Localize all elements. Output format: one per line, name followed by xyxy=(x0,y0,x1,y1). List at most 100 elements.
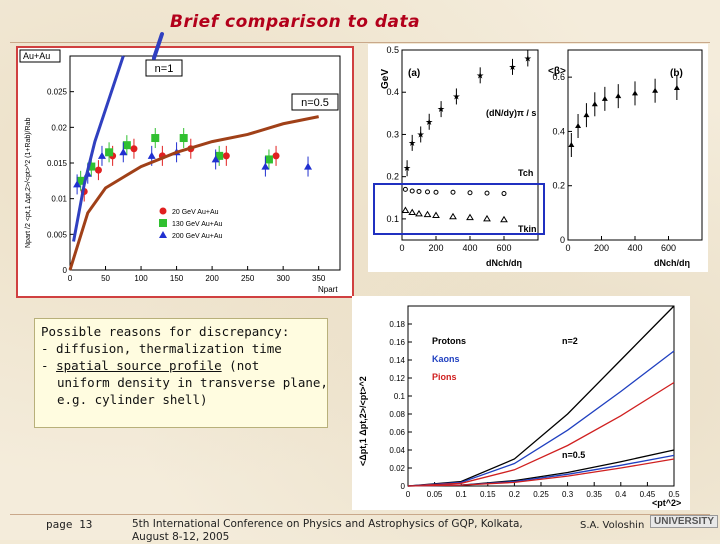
y-tick-label: 0.01 xyxy=(51,195,67,204)
x-tick-label: 400 xyxy=(627,243,642,253)
y-tick-label: 0.3 xyxy=(386,129,399,139)
x-tick-label: 150 xyxy=(170,274,184,283)
y-axis-label: <Δpt,1 Δpt,2>/<pt>^2 xyxy=(358,376,368,466)
chart-temperature-svg: 0 200 400 600 0.1 0.2 0.3 0.4 0.5 GeV (a) dNch/dη (d… xyxy=(373,45,703,268)
y-tick-label: 0.02 xyxy=(51,123,67,132)
y-tick-label: 0.005 xyxy=(47,230,68,239)
data-point-tkin xyxy=(432,211,440,219)
x-tick-label: 0 xyxy=(565,243,570,253)
legend-marker xyxy=(159,207,167,215)
data-point xyxy=(222,152,230,160)
x-axis-label: dNch/dη xyxy=(486,258,522,268)
x-tick-label: 0.1 xyxy=(456,490,468,499)
highlight-box xyxy=(373,183,545,235)
reasons-box: Possible reasons for discrepancy: - diff… xyxy=(34,318,328,428)
y-tick-label: 0.6 xyxy=(552,72,565,82)
data-point-star: ★ xyxy=(476,70,484,80)
data-point xyxy=(76,176,85,185)
footer-rule xyxy=(10,514,710,515)
y-tick-label: 0.02 xyxy=(389,464,405,473)
plot-frame xyxy=(401,49,539,241)
data-point-tkin xyxy=(415,209,423,217)
title-rule xyxy=(10,42,710,43)
x-tick-label: 0.35 xyxy=(586,490,602,499)
data-point xyxy=(261,162,270,170)
data-point xyxy=(215,151,224,160)
data-point-tch xyxy=(425,189,430,195)
author-footer: S.A. Voloshin xyxy=(580,520,645,531)
x-tick-label: 0.05 xyxy=(427,490,443,499)
y-axis-label: <β> xyxy=(548,66,566,77)
data-point xyxy=(122,141,131,150)
data-point xyxy=(147,151,156,159)
data-point xyxy=(87,162,96,171)
y-tick-label: 0.2 xyxy=(552,181,565,191)
data-point xyxy=(73,180,82,188)
reasons-line-3-prefix: - xyxy=(41,358,57,373)
chart-panel-npart: 0 50 100 150 200 250 300 350 0 0.005 0.01 0.015 0.02… xyxy=(16,46,354,298)
x-tick-label: 0.15 xyxy=(480,490,496,499)
data-point xyxy=(591,101,598,107)
data-point xyxy=(272,152,280,160)
data-point xyxy=(211,155,220,163)
legend-marker xyxy=(159,219,167,227)
x-tick-label: 400 xyxy=(462,243,477,253)
data-point-tch xyxy=(484,190,490,196)
data-point xyxy=(179,134,188,143)
chart-panel-temperature: 0 200 400 600 0.1 0.2 0.3 0.4 0.5 GeV (a) dNch/dη (d… xyxy=(368,44,708,272)
y-tick-label: 0.1 xyxy=(386,214,399,224)
legend-label: Protons xyxy=(432,336,466,346)
series-line-protons xyxy=(407,305,675,487)
y-tick-label: 0.04 xyxy=(389,446,405,455)
y-axis-label: GeV xyxy=(380,69,391,89)
university-logo: UNIVERSITY xyxy=(650,515,719,528)
data-point xyxy=(568,142,575,147)
data-point-tch xyxy=(409,188,415,194)
y-axis-label: Npart /2 <pt,1 Δpt,2>/<pt>^2 (1+Rab)/Rab xyxy=(25,118,32,248)
y-tick-label: 0.4 xyxy=(552,126,565,136)
chart-pt-correlation-svg: 0 0.05 0.1 0.15 0.2 0.25 0.3 0.35 0.4 0.45 0.5 0 0.0… xyxy=(358,305,681,508)
reasons-line-4: uniform density in transverse plane, xyxy=(57,375,328,390)
reasons-line-3-suffix: (not xyxy=(221,358,260,373)
y-tick-label: 0.015 xyxy=(47,159,68,168)
spatial-source-profile-link[interactable]: spatial source profile xyxy=(56,358,222,373)
data-point-star: ★ xyxy=(425,117,433,127)
panel-label: (a) xyxy=(408,68,420,79)
x-tick-label: 0.2 xyxy=(509,490,521,499)
series-line-pions xyxy=(407,458,675,487)
x-tick-label: 600 xyxy=(496,243,511,253)
annotation-n0.5: n=0.5 xyxy=(562,450,585,460)
series-line-kaons xyxy=(407,350,675,487)
x-tick-label: 0 xyxy=(406,490,411,499)
annotation-box xyxy=(145,59,183,77)
reasons-line-2: - diffusion, thermalization time xyxy=(41,341,282,356)
legend-label: Pions xyxy=(432,372,457,382)
data-point-tkin xyxy=(483,214,491,222)
data-point-tch xyxy=(402,186,408,192)
legend-marker xyxy=(159,231,167,238)
x-tick-label: 350 xyxy=(312,274,326,283)
data-point-tkin xyxy=(401,206,410,213)
y-tick-label: 0.5 xyxy=(386,45,399,55)
y-tick-label: 0.14 xyxy=(389,356,405,365)
annotation-n1: n=1 xyxy=(155,63,174,75)
y-tick-label: 0 xyxy=(401,482,406,491)
label-tkin: Tkin xyxy=(518,224,537,234)
series-line-pions xyxy=(407,381,675,487)
label-dndy: (dN/dy)π / s xyxy=(486,108,536,118)
x-tick-label: 600 xyxy=(661,243,676,253)
data-point xyxy=(94,166,102,174)
chart-npart-svg: 0 50 100 150 200 250 300 350 0 0.005 0.01 0.015 0.02… xyxy=(19,49,341,294)
y-tick-label: 0.18 xyxy=(389,320,405,329)
x-axis-label: dNch/dη xyxy=(654,258,690,268)
x-tick-label: 0.45 xyxy=(640,490,656,499)
x-tick-label: 50 xyxy=(101,274,110,283)
y-tick-label: 0.16 xyxy=(389,338,405,347)
data-point-star: ★ xyxy=(508,62,516,72)
data-point-tkin xyxy=(408,208,417,216)
data-point xyxy=(119,148,128,156)
y-tick-label: 0.12 xyxy=(389,374,405,383)
x-axis-label: Npart xyxy=(318,285,338,294)
data-point-star: ★ xyxy=(417,129,425,139)
data-point-star: ★ xyxy=(408,138,416,148)
